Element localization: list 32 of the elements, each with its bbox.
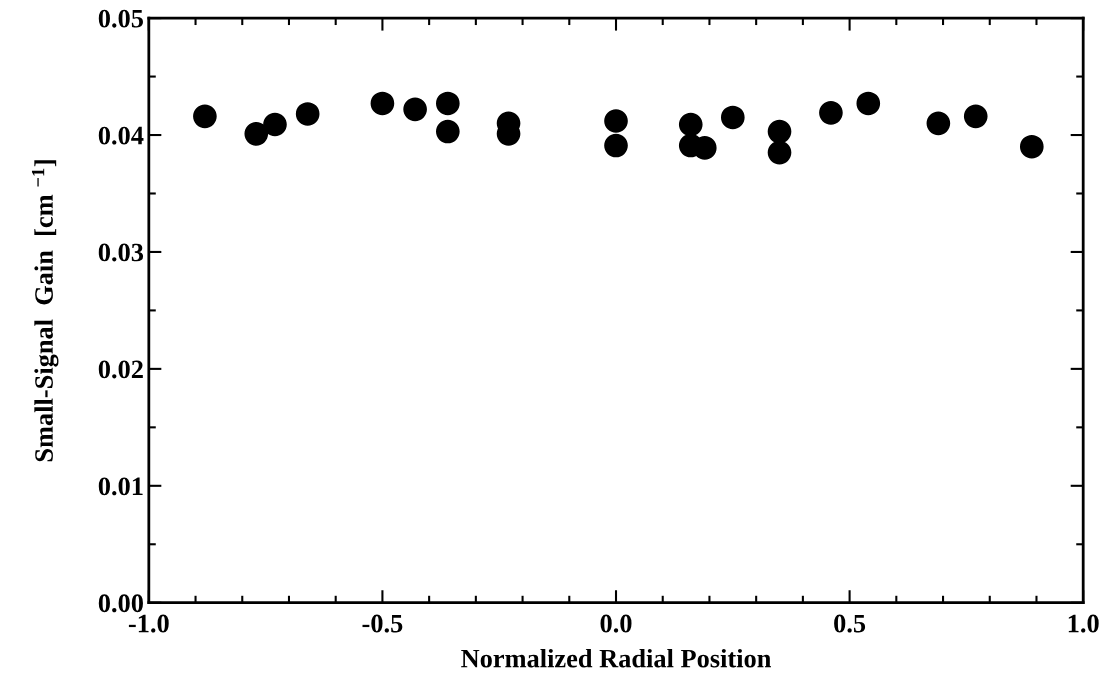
point: [767, 140, 792, 165]
point: [963, 104, 988, 129]
point: [720, 105, 745, 130]
x-axis-title: Normalized Radial Position: [461, 648, 772, 668]
point: [370, 91, 395, 116]
point: [263, 112, 287, 137]
y-tick-label: 0.05: [98, 9, 143, 28]
x-tick-label: -1.0: [128, 614, 169, 633]
point: [295, 102, 320, 126]
x-tick-label: 0.0: [600, 614, 632, 633]
x-tick-label: 0.5: [834, 614, 866, 633]
point: [436, 91, 460, 116]
point: [678, 112, 703, 137]
point: [436, 119, 460, 144]
point: [193, 104, 217, 129]
point: [604, 133, 628, 158]
point: [767, 119, 792, 144]
y-tick-label: 0.01: [98, 477, 143, 496]
point: [1019, 134, 1044, 159]
y-tick-label: 0.04: [98, 126, 144, 145]
point: [926, 111, 951, 136]
point: [403, 97, 427, 122]
y-axis-title: Small-Signal Gain [cm $^{−1}$]: [31, 160, 59, 462]
point: [244, 122, 269, 146]
point: [604, 109, 628, 133]
x-tick-label: 1.0: [1068, 614, 1099, 633]
y-tick-label: 0.03: [98, 243, 144, 262]
x-tick-label: -0.5: [362, 614, 403, 633]
point: [856, 91, 881, 116]
y-tick-label: 0.02: [98, 360, 143, 379]
y-tick-label: 0.00: [98, 594, 143, 613]
point: [819, 100, 843, 125]
